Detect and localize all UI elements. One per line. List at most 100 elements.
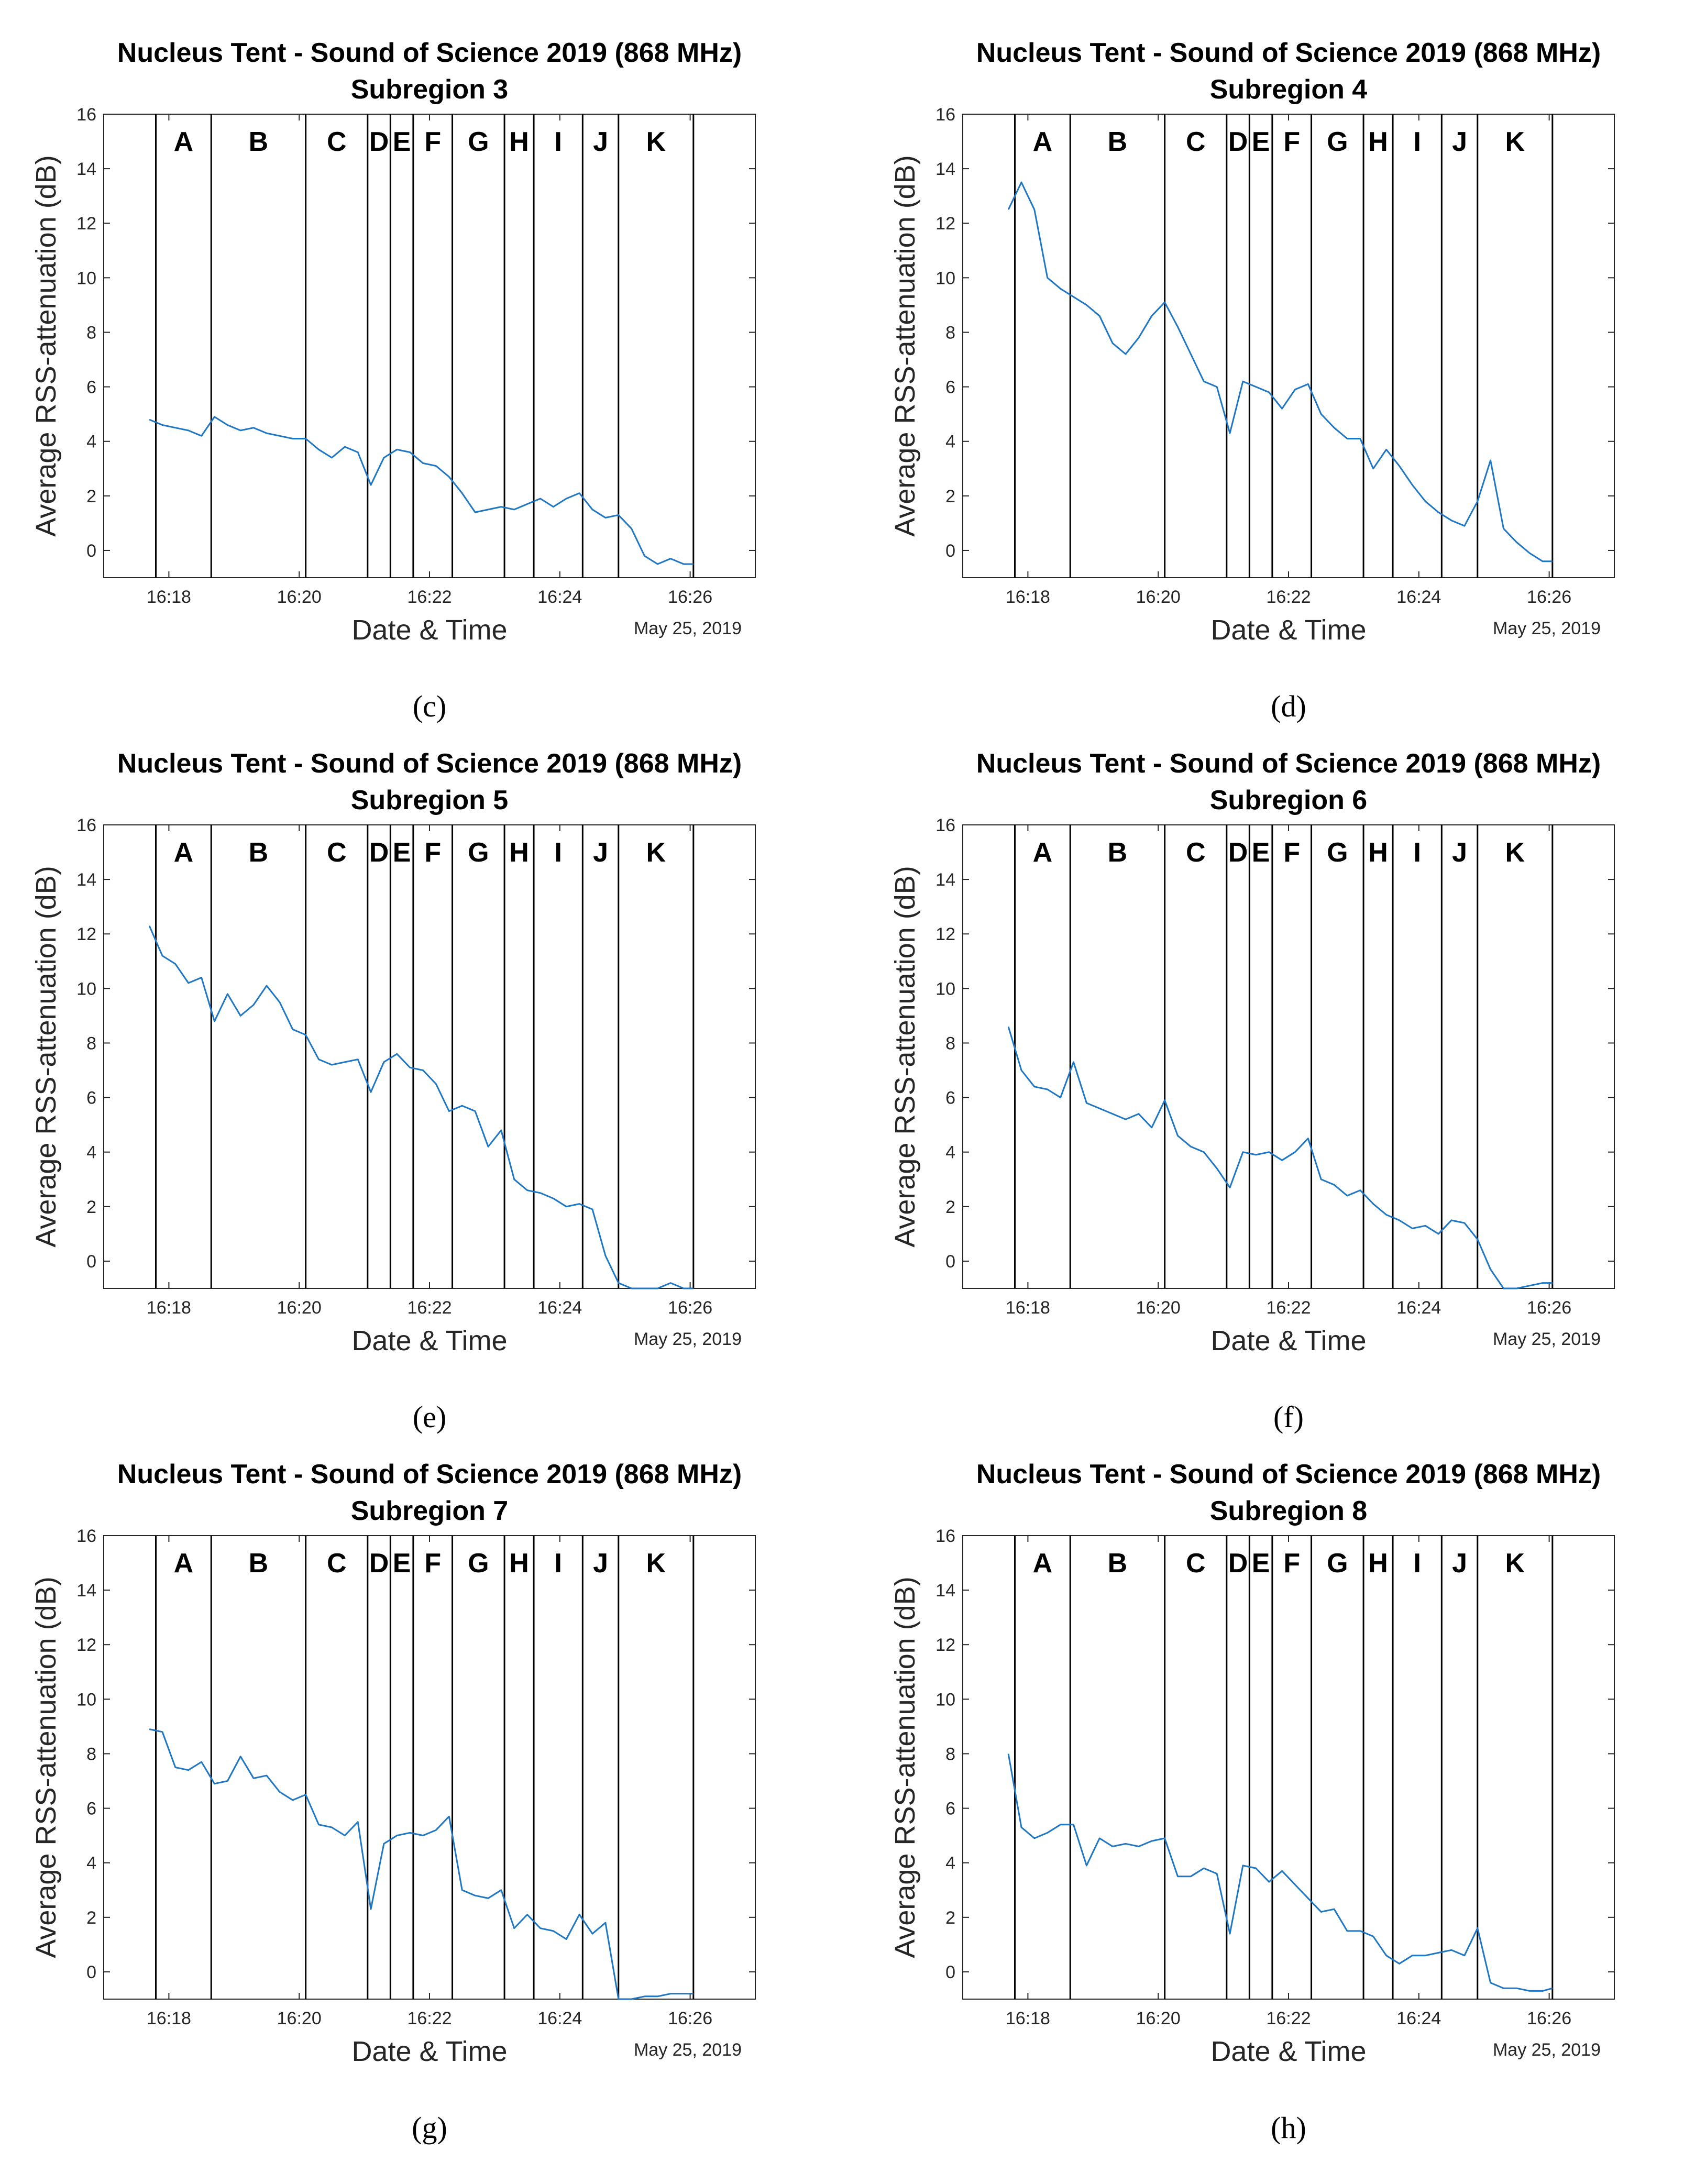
x-tick-label: 16:20 bbox=[1136, 587, 1181, 607]
phase-label: B bbox=[249, 127, 269, 157]
x-tick-label: 16:20 bbox=[1136, 1298, 1181, 1318]
series-line bbox=[1007, 181, 1553, 562]
panel-caption: (f) bbox=[1273, 1400, 1304, 1434]
x-tick-label: 16:24 bbox=[1396, 1298, 1441, 1318]
chart-panel-subregion-3: Nucleus Tent - Sound of Science 2019 (86… bbox=[30, 38, 756, 723]
phase-label: F bbox=[424, 1548, 441, 1579]
y-tick-label: 12 bbox=[76, 924, 96, 944]
x-tick-label: 16:26 bbox=[668, 1298, 712, 1318]
y-tick-label: 8 bbox=[86, 1033, 96, 1053]
x-tick-label: 16:24 bbox=[1396, 587, 1441, 607]
phase-label: C bbox=[327, 1548, 347, 1579]
phase-label: F bbox=[1283, 1548, 1300, 1579]
phase-label: J bbox=[1452, 1548, 1467, 1579]
y-tick-label: 14 bbox=[76, 870, 96, 890]
y-tick-label: 10 bbox=[76, 268, 96, 288]
chart-subtitle: Subregion 4 bbox=[1210, 74, 1368, 105]
date-label: May 25, 2019 bbox=[1493, 619, 1601, 638]
date-label: May 25, 2019 bbox=[634, 619, 742, 638]
x-tick-label: 16:24 bbox=[537, 1298, 582, 1318]
x-tick-label: 16:22 bbox=[1266, 1298, 1311, 1318]
phase-label: C bbox=[327, 837, 347, 868]
plot-area bbox=[103, 114, 756, 578]
x-axis-label: Date & Time bbox=[1210, 1325, 1366, 1356]
chart-panel-subregion-4: Nucleus Tent - Sound of Science 2019 (86… bbox=[889, 38, 1615, 723]
date-label: May 25, 2019 bbox=[1493, 1329, 1601, 1349]
chart-subtitle: Subregion 3 bbox=[351, 74, 508, 105]
y-tick-label: 2 bbox=[945, 1908, 955, 1928]
phase-label: K bbox=[1505, 837, 1525, 868]
y-tick-label: 16 bbox=[76, 815, 96, 835]
y-tick-label: 16 bbox=[935, 105, 955, 125]
chart-title: Nucleus Tent - Sound of Science 2019 (86… bbox=[117, 38, 742, 68]
phase-label: D bbox=[1228, 1548, 1248, 1579]
chart-subtitle: Subregion 8 bbox=[1210, 1496, 1367, 1526]
phase-label: D bbox=[369, 1548, 389, 1579]
chart-panel-subregion-5: Nucleus Tent - Sound of Science 2019 (86… bbox=[30, 748, 756, 1434]
phase-label: E bbox=[1252, 1548, 1270, 1579]
y-tick-label: 0 bbox=[945, 1252, 955, 1272]
y-tick-label: 2 bbox=[945, 1197, 955, 1217]
y-tick-label: 16 bbox=[935, 815, 955, 835]
y-tick-label: 4 bbox=[86, 1143, 96, 1163]
phase-label: G bbox=[1327, 127, 1348, 157]
phase-label: H bbox=[509, 837, 529, 868]
phase-label: K bbox=[646, 1548, 666, 1579]
y-tick-label: 8 bbox=[945, 323, 955, 343]
y-tick-label: 4 bbox=[86, 432, 96, 452]
x-axis-label: Date & Time bbox=[351, 614, 507, 646]
plot-area bbox=[962, 1535, 1615, 2000]
phase-label: E bbox=[393, 127, 411, 157]
chart-subtitle: Subregion 7 bbox=[351, 1496, 508, 1526]
y-tick-label: 6 bbox=[86, 1088, 96, 1108]
y-axis-label: Average RSS-attenuation (dB) bbox=[889, 1576, 921, 1958]
phase-label: J bbox=[593, 837, 608, 868]
x-tick-label: 16:24 bbox=[537, 587, 582, 607]
chart-title: Nucleus Tent - Sound of Science 2019 (86… bbox=[117, 1459, 742, 1490]
x-tick-label: 16:18 bbox=[1006, 2009, 1050, 2028]
phase-label: A bbox=[1033, 1548, 1053, 1579]
plot-area bbox=[103, 1535, 756, 2000]
x-tick-label: 16:20 bbox=[277, 587, 322, 607]
series-line bbox=[148, 925, 694, 1289]
y-tick-label: 6 bbox=[86, 1799, 96, 1819]
chart-panel-subregion-7: Nucleus Tent - Sound of Science 2019 (86… bbox=[30, 1459, 756, 2145]
chart-panel-subregion-6: Nucleus Tent - Sound of Science 2019 (86… bbox=[889, 748, 1615, 1434]
phase-label: D bbox=[1228, 837, 1248, 868]
date-label: May 25, 2019 bbox=[634, 1329, 742, 1349]
x-axis-label: Date & Time bbox=[351, 1325, 507, 1356]
y-tick-label: 10 bbox=[935, 1690, 955, 1709]
y-tick-label: 0 bbox=[86, 541, 96, 561]
y-tick-label: 8 bbox=[945, 1033, 955, 1053]
date-label: May 25, 2019 bbox=[634, 2040, 742, 2060]
y-tick-label: 0 bbox=[945, 541, 955, 561]
y-tick-label: 10 bbox=[76, 1690, 96, 1709]
x-tick-label: 16:20 bbox=[1136, 2009, 1181, 2028]
chart-title: Nucleus Tent - Sound of Science 2019 (86… bbox=[976, 748, 1601, 779]
phase-label: H bbox=[509, 1548, 529, 1579]
phase-label: H bbox=[1368, 127, 1388, 157]
x-tick-label: 16:18 bbox=[1006, 587, 1050, 607]
y-tick-label: 0 bbox=[86, 1252, 96, 1272]
panel-caption: (c) bbox=[413, 689, 446, 723]
y-axis-label: Average RSS-attenuation (dB) bbox=[889, 866, 921, 1247]
phase-label: A bbox=[1033, 837, 1053, 868]
y-tick-label: 4 bbox=[86, 1854, 96, 1873]
date-label: May 25, 2019 bbox=[1493, 2040, 1601, 2060]
phase-label: G bbox=[1327, 1548, 1348, 1579]
x-tick-label: 16:26 bbox=[1527, 2009, 1571, 2028]
x-tick-label: 16:26 bbox=[1527, 1298, 1571, 1318]
x-axis-label: Date & Time bbox=[351, 2036, 507, 2067]
chart-subtitle: Subregion 5 bbox=[351, 785, 508, 815]
phase-label: I bbox=[1413, 127, 1421, 157]
y-axis-label: Average RSS-attenuation (dB) bbox=[30, 1576, 62, 1958]
phase-label: I bbox=[554, 837, 562, 868]
phase-label: A bbox=[174, 127, 194, 157]
phase-label: J bbox=[1452, 837, 1467, 868]
y-tick-label: 2 bbox=[945, 487, 955, 506]
phase-label: B bbox=[1108, 127, 1128, 157]
x-tick-label: 16:18 bbox=[147, 2009, 191, 2028]
y-tick-label: 10 bbox=[935, 268, 955, 288]
y-tick-label: 12 bbox=[76, 214, 96, 234]
panel-caption: (e) bbox=[413, 1400, 446, 1434]
